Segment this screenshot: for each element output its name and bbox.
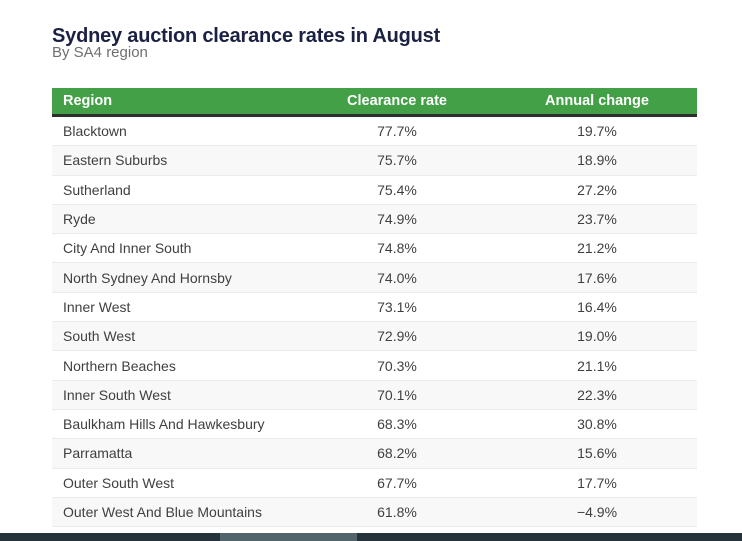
annual-change-cell: −4.9% xyxy=(576,504,618,520)
clearance-rate-cell: 68.2% xyxy=(377,445,417,462)
clearance-rate-cell: 77.7% xyxy=(377,123,417,140)
clearance-rate-cell: 74.9% xyxy=(377,211,417,228)
region-cell: City And Inner South xyxy=(63,240,192,257)
clearance-rate-cell: 75.4% xyxy=(377,181,417,198)
column-header-clearance-rate: Clearance rate xyxy=(347,93,447,109)
annual-change-cell: 27.2% xyxy=(577,181,617,198)
table-row: South West 72.9% 19.0% xyxy=(52,322,697,352)
clearance-rate-cell: 73.1% xyxy=(377,298,417,315)
horizontal-scrollbar[interactable] xyxy=(0,533,742,541)
page-subtitle: By SA4 region xyxy=(52,44,148,61)
annual-change-cell: 18.9% xyxy=(577,152,617,169)
region-cell: Blacktown xyxy=(63,123,127,140)
page-title: Sydney auction clearance rates in August xyxy=(52,25,441,48)
annual-change-cell: 15.6% xyxy=(577,445,617,462)
region-cell: Parramatta xyxy=(63,445,133,462)
table-row: Sutherland 75.4% 27.2% xyxy=(52,175,697,205)
table-row: Ryde 74.9% 23.7% xyxy=(52,204,697,235)
horizontal-scrollbar-thumb[interactable] xyxy=(220,533,357,541)
region-cell: Sutherland xyxy=(63,181,131,198)
clearance-rate-cell: 74.8% xyxy=(377,240,417,257)
annual-change-cell: 19.0% xyxy=(577,328,617,345)
table-body: Blacktown 77.7% 19.7% Eastern Suburbs 75… xyxy=(52,117,697,528)
region-cell: Ryde xyxy=(63,211,96,228)
region-cell: Inner South West xyxy=(63,386,171,403)
clearance-rates-table: Region Clearance rate Annual change Blac… xyxy=(52,88,697,528)
table-row: North Sydney And Hornsby 74.0% 17.6% xyxy=(52,263,697,293)
region-cell: Outer West And Blue Mountains xyxy=(63,504,262,520)
table-row: Inner West 73.1% 16.4% xyxy=(52,292,697,323)
annual-change-cell: 17.6% xyxy=(577,269,617,286)
table-row: Northern Beaches 70.3% 21.1% xyxy=(52,351,697,381)
region-cell: Northern Beaches xyxy=(63,357,176,374)
clearance-rate-cell: 67.7% xyxy=(377,474,417,491)
table-row: Blacktown 77.7% 19.7% xyxy=(52,117,697,147)
table-row: Outer West And Blue Mountains 61.8% −4.9… xyxy=(52,497,697,528)
region-cell: Outer South West xyxy=(63,474,175,491)
table-row: Parramatta 68.2% 15.6% xyxy=(52,439,697,469)
annual-change-cell: 17.7% xyxy=(577,474,617,491)
annual-change-cell: 30.8% xyxy=(577,416,617,433)
table-header-row: Region Clearance rate Annual change xyxy=(52,88,697,117)
table-row: Outer South West 67.7% 17.7% xyxy=(52,468,697,498)
column-header-region: Region xyxy=(63,93,113,109)
table-row: Eastern Suburbs 75.7% 18.9% xyxy=(52,146,697,176)
region-cell: South West xyxy=(63,328,136,345)
annual-change-cell: 19.7% xyxy=(577,123,617,140)
annual-change-cell: 16.4% xyxy=(577,298,617,315)
clearance-rate-cell: 68.3% xyxy=(377,416,417,433)
clearance-rate-cell: 70.3% xyxy=(377,357,417,374)
annual-change-cell: 21.1% xyxy=(577,357,617,374)
region-cell: North Sydney And Hornsby xyxy=(63,269,232,286)
clearance-rate-cell: 72.9% xyxy=(377,328,417,345)
annual-change-cell: 23.7% xyxy=(577,211,617,228)
clearance-rate-cell: 70.1% xyxy=(377,386,417,403)
table-row: Inner South West 70.1% 22.3% xyxy=(52,380,697,410)
table-row: City And Inner South 74.8% 21.2% xyxy=(52,234,697,264)
column-header-annual-change: Annual change xyxy=(545,93,649,109)
clearance-rate-cell: 75.7% xyxy=(377,152,417,169)
region-cell: Inner West xyxy=(63,298,131,315)
clearance-rate-cell: 61.8% xyxy=(377,504,417,520)
annual-change-cell: 22.3% xyxy=(577,386,617,403)
annual-change-cell: 21.2% xyxy=(577,240,617,257)
region-cell: Eastern Suburbs xyxy=(63,152,168,169)
clearance-rate-cell: 74.0% xyxy=(377,269,417,286)
table-row: Baulkham Hills And Hawkesbury 68.3% 30.8… xyxy=(52,409,697,440)
region-cell: Baulkham Hills And Hawkesbury xyxy=(63,416,265,433)
